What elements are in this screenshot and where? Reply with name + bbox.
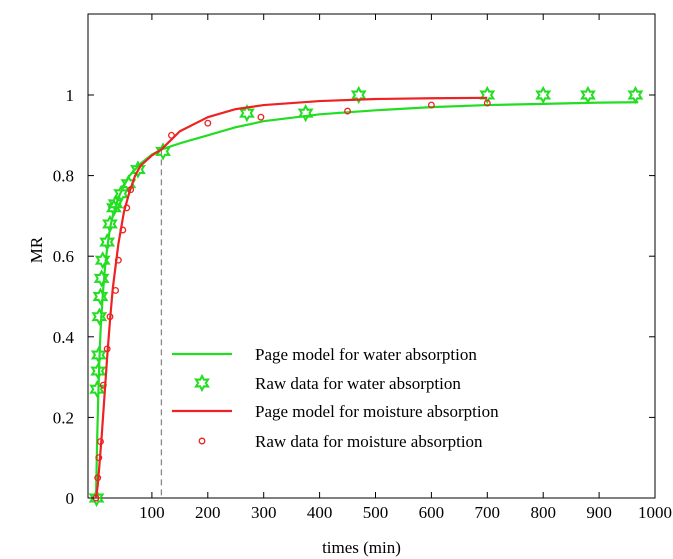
data-point <box>97 438 104 446</box>
y-axis-label: MR <box>27 236 46 263</box>
data-point <box>427 101 435 109</box>
legend-label: Raw data for water absorption <box>255 374 461 393</box>
series-2 <box>94 96 488 499</box>
data-point <box>112 287 120 294</box>
y-tick-label: 0.4 <box>53 328 75 347</box>
data-point <box>350 85 367 105</box>
x-tick-label: 900 <box>586 503 612 522</box>
data-point <box>88 488 105 508</box>
data-point <box>106 313 114 321</box>
data-point <box>94 474 102 482</box>
x-tick-label: 100 <box>139 503 165 522</box>
legend-swatch-marker <box>194 373 210 393</box>
data-point <box>579 85 596 105</box>
x-tick-label: 600 <box>419 503 445 522</box>
data-point <box>99 381 107 389</box>
data-point <box>479 85 496 105</box>
series-1 <box>88 85 644 508</box>
x-tick-label: 700 <box>475 503 501 522</box>
data-point <box>239 103 255 123</box>
data-point <box>297 103 314 123</box>
data-point <box>102 214 118 234</box>
data-point <box>90 361 107 381</box>
legend-label: Page model for moisture absorption <box>255 402 499 421</box>
y-tick-label: 0.8 <box>53 167 74 186</box>
legend-label: Raw data for moisture absorption <box>255 432 483 451</box>
data-point <box>627 85 644 105</box>
data-point <box>257 113 265 121</box>
plot-area <box>87 13 656 499</box>
series-line <box>94 96 488 499</box>
x-tick-label: 500 <box>363 503 389 522</box>
data-point <box>168 131 175 139</box>
data-point <box>99 232 116 252</box>
x-tick-label: 300 <box>251 503 277 522</box>
data-point <box>119 226 127 234</box>
data-point <box>103 345 111 353</box>
data-point <box>535 85 552 105</box>
x-axis-label: times (min) <box>322 538 401 557</box>
plot-frame <box>87 13 656 499</box>
data-point <box>114 256 122 264</box>
y-tick-label: 0.2 <box>53 408 74 427</box>
data-point <box>93 269 110 288</box>
data-point <box>483 99 491 107</box>
data-point <box>91 307 108 326</box>
data-point <box>94 251 111 270</box>
x-tick-label: 1000 <box>638 503 672 522</box>
legend: Page model for water absorption Raw data … <box>172 345 499 451</box>
data-point <box>155 142 172 161</box>
x-tick-label: 800 <box>530 503 556 522</box>
y-tick-label: 0 <box>66 489 75 508</box>
data-point <box>123 204 131 212</box>
legend-label: Page model for water absorption <box>255 345 477 364</box>
data-point <box>95 454 103 462</box>
data-point <box>129 160 146 179</box>
axes: 100 200 300 400 500 600 700 800 900 1000 0 0.2 0.4 0.… <box>27 14 672 557</box>
data-point <box>89 380 106 399</box>
series-group <box>88 85 644 508</box>
data-point <box>344 107 351 115</box>
x-tick-label: 400 <box>307 503 333 522</box>
y-tick-label: 1 <box>66 86 75 105</box>
series-3 <box>92 99 491 502</box>
legend-swatch-marker <box>198 437 206 445</box>
data-point <box>127 186 135 194</box>
y-tick-label: 0.6 <box>53 247 74 266</box>
data-point <box>204 119 212 127</box>
x-tick-label: 200 <box>195 503 221 522</box>
data-point <box>92 287 109 306</box>
